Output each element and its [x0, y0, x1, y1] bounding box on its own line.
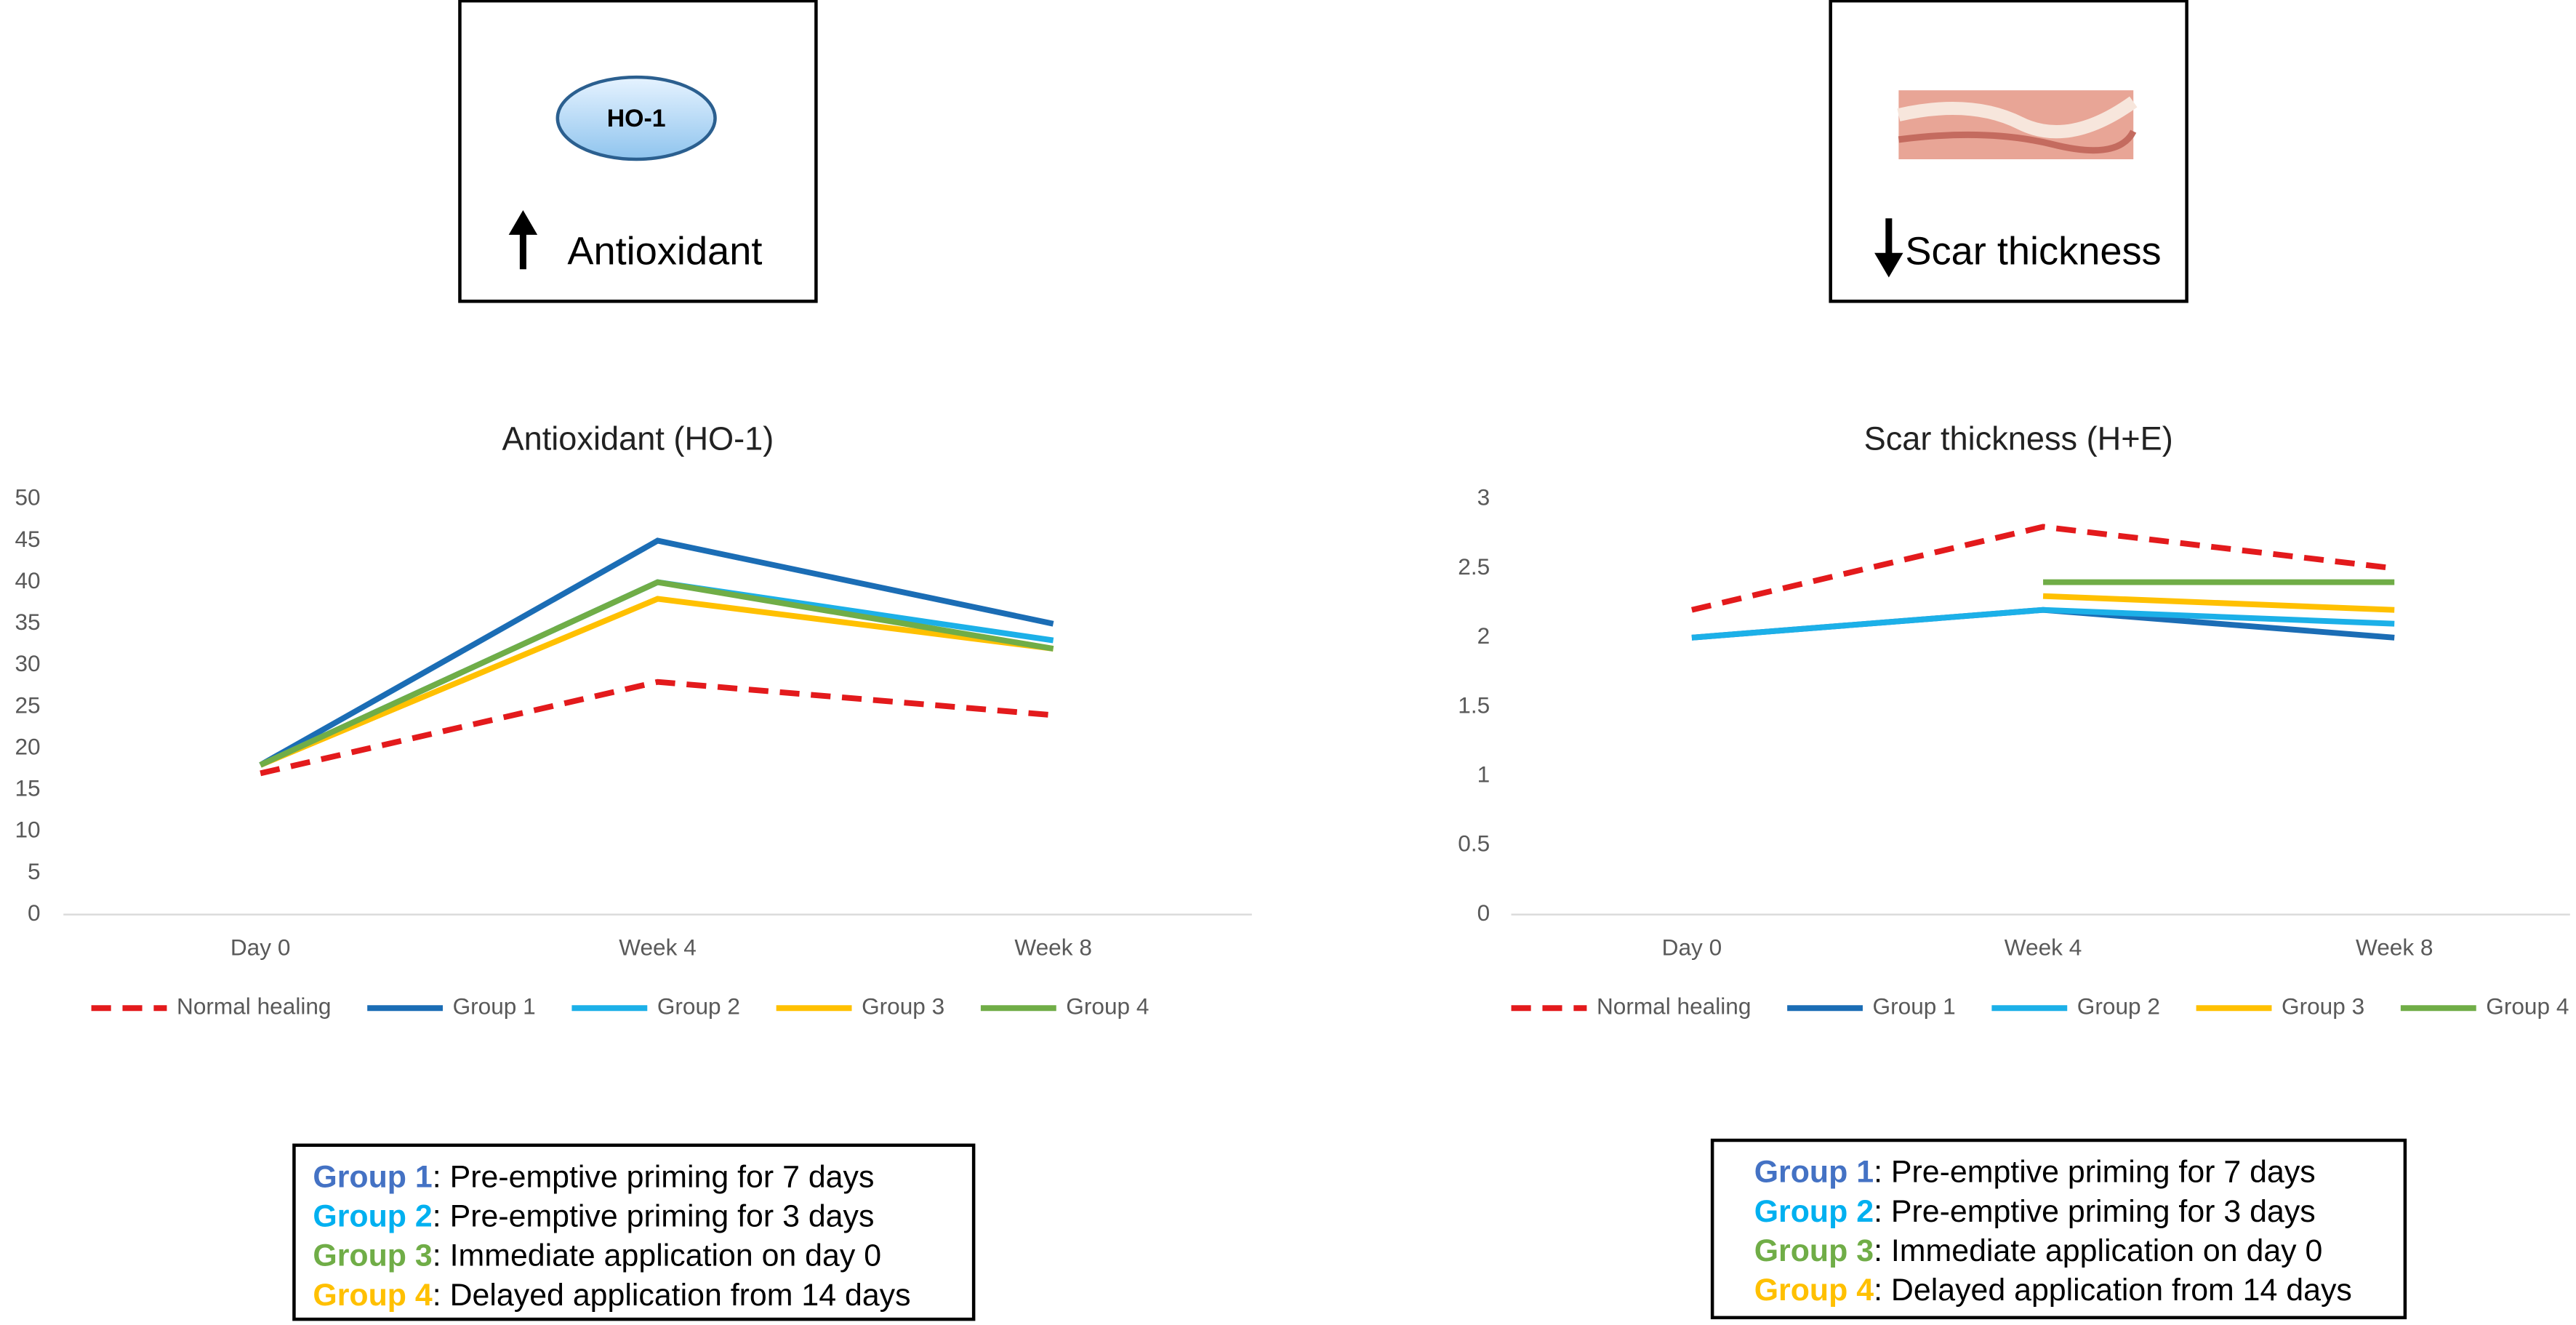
note-group: Group 1: [313, 1159, 432, 1194]
note-text: : Pre-emptive priming for 3 days: [1874, 1194, 2316, 1229]
note-line: Group 3: Immediate application on day 0: [313, 1238, 881, 1273]
legend-label: Group 1: [453, 993, 536, 1020]
chart-title: Scar thickness (H+E): [1864, 420, 2173, 457]
note-text: : Immediate application on day 0: [433, 1238, 881, 1273]
note-line: Group 2: Pre-emptive priming for 3 days: [313, 1199, 874, 1234]
y-tick-label: 20: [15, 733, 40, 759]
series-line: [259, 579, 1054, 768]
note-text: : Pre-emptive priming for 7 days: [433, 1159, 875, 1194]
y-tick-label: 40: [15, 567, 40, 593]
note-line: Group 3: Immediate application on day 0: [1754, 1233, 2323, 1268]
note-group: Group 1: [1754, 1155, 1874, 1190]
y-tick-label: 35: [15, 609, 40, 635]
note-text: : Pre-emptive priming for 7 days: [1874, 1155, 2316, 1190]
note-group: Group 4: [313, 1278, 433, 1313]
series-line: [259, 537, 1054, 768]
y-tick-label: 0.5: [1458, 830, 1490, 857]
down-arrow: [1874, 218, 1903, 278]
legend-label: Normal healing: [177, 993, 331, 1020]
note-group: Group 4: [1754, 1273, 1874, 1308]
note-text: : Immediate application on day 0: [1874, 1233, 2322, 1268]
tissue-layer: [1898, 129, 2137, 154]
series-line: [259, 579, 1054, 768]
icon-box: [458, 0, 818, 303]
note-line: Group 1: Pre-emptive priming for 7 days: [313, 1159, 874, 1194]
series-line: [260, 678, 1054, 777]
notes-box: [1710, 1138, 2407, 1320]
series-line: [259, 596, 1054, 768]
y-tick-label: 25: [15, 692, 40, 718]
note-group: Group 2: [313, 1199, 432, 1234]
chart-title: Antioxidant (HO-1): [502, 420, 774, 457]
badge-label: HO-1: [607, 105, 666, 132]
y-tick-label: 30: [15, 650, 40, 676]
legend-label: Group 4: [1066, 993, 1149, 1020]
note-line: Group 4: Delayed application from 14 day…: [313, 1278, 910, 1313]
note-line: Group 4: Delayed application from 14 day…: [1754, 1273, 2352, 1308]
y-tick-label: 5: [28, 858, 41, 884]
legend-label: Group 4: [2486, 993, 2569, 1020]
series-line: [2042, 593, 2395, 613]
note-line: Group 2: Pre-emptive priming for 3 days: [1754, 1194, 2316, 1229]
y-tick-label: 15: [15, 775, 40, 801]
legend-label: Group 1: [1873, 993, 1956, 1020]
legend-label: Group 3: [2282, 993, 2364, 1020]
series-line: [1691, 607, 2395, 641]
y-tick-label: 3: [1477, 484, 1490, 511]
note-text: : Delayed application from 14 days: [1874, 1273, 2352, 1308]
legend-label: Group 3: [862, 993, 944, 1020]
icon-box: [1829, 0, 2188, 303]
y-tick-label: 50: [15, 484, 40, 511]
y-tick-label: 1.5: [1458, 692, 1490, 718]
notes-box: [292, 1143, 976, 1321]
legend-label: Group 2: [657, 993, 740, 1020]
legend-label: Normal healing: [1597, 993, 1752, 1020]
series-line: [1691, 607, 2395, 641]
icon-label: Antioxidant: [567, 229, 762, 273]
up-arrow: [508, 210, 538, 270]
note-group: Group 3: [1754, 1233, 1874, 1268]
badge: [555, 75, 717, 161]
x-tick-label: Week 8: [2356, 934, 2433, 960]
x-tick-label: Week 8: [1014, 934, 1092, 960]
note-text: : Pre-emptive priming for 3 days: [433, 1199, 875, 1234]
note-group: Group 2: [1754, 1194, 1874, 1229]
x-tick-label: Day 0: [230, 934, 291, 960]
y-tick-label: 1: [1477, 761, 1490, 788]
y-tick-label: 2: [1477, 623, 1490, 649]
note-text: : Delayed application from 14 days: [433, 1278, 911, 1313]
y-tick-label: 2.5: [1458, 553, 1490, 580]
y-tick-label: 0: [1477, 900, 1490, 926]
x-tick-label: Week 4: [619, 934, 697, 960]
series-line: [1690, 524, 2395, 613]
y-tick-label: 45: [15, 526, 40, 552]
x-tick-label: Day 0: [1662, 934, 1722, 960]
y-tick-label: 10: [15, 817, 40, 843]
x-tick-label: Week 4: [2005, 934, 2082, 960]
legend-label: Group 2: [2077, 993, 2160, 1020]
y-tick-label: 0: [28, 900, 41, 926]
note-line: Group 1: Pre-emptive priming for 7 days: [1754, 1155, 2316, 1190]
tissue-layer: [1897, 96, 2138, 139]
note-group: Group 3: [313, 1238, 432, 1273]
icon-label: Scar thickness: [1905, 229, 2161, 273]
